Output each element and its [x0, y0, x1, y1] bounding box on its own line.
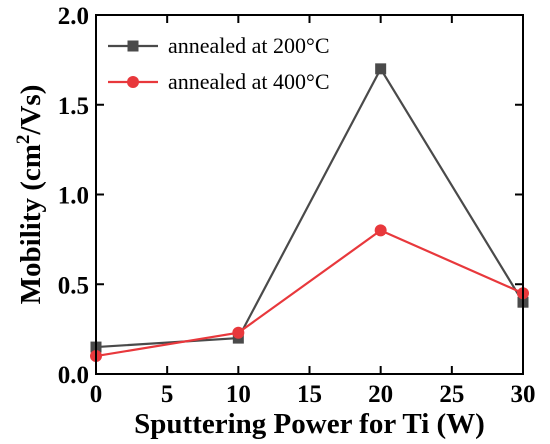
y-tick-label: 0.5 [58, 272, 89, 299]
legend-marker [127, 76, 139, 88]
series-layer [90, 63, 529, 363]
y-tick-label: 1.0 [58, 183, 89, 210]
series-line [95, 66, 524, 349]
data-point [374, 224, 387, 237]
axis-ticks: 0 5 10 15 20 25 30 0.0 0.5 1.0 1.5 2.0 [58, 3, 536, 408]
x-tick-label: 20 [368, 381, 393, 408]
legend: annealed at 200°C annealed at 400°C [108, 33, 330, 94]
y-axis-title-superscript: 2 [13, 135, 34, 145]
y-tick-label: 1.5 [58, 93, 89, 120]
data-point [232, 326, 245, 339]
y-axis-title-main: Mobility (cm [15, 144, 47, 304]
x-tick-label: 25 [439, 381, 464, 408]
legend-label: annealed at 400°C [168, 69, 330, 94]
legend-label: annealed at 200°C [168, 33, 330, 58]
series-line [95, 229, 524, 358]
series-1 [90, 63, 529, 353]
y-axis-title-suffix: /Vs) [15, 85, 47, 136]
x-tick-label: 5 [161, 381, 174, 408]
y-axis-title: Mobility (cm2/Vs) [13, 85, 47, 305]
x-tick-label: 15 [297, 381, 322, 408]
x-tick-label: 0 [90, 381, 103, 408]
x-tick-label: 30 [511, 381, 536, 408]
series-2 [90, 224, 529, 363]
y-tick-label: 0.0 [58, 362, 89, 389]
y-tick-label: 2.0 [58, 3, 89, 30]
x-tick-label: 10 [226, 381, 251, 408]
legend-marker [127, 40, 139, 52]
data-point [375, 63, 387, 75]
legend-entry-1: annealed at 200°C [108, 33, 330, 58]
legend-entry-2: annealed at 400°C [108, 69, 330, 94]
x-axis-title: Sputtering Power for Ti (W) [134, 408, 485, 440]
